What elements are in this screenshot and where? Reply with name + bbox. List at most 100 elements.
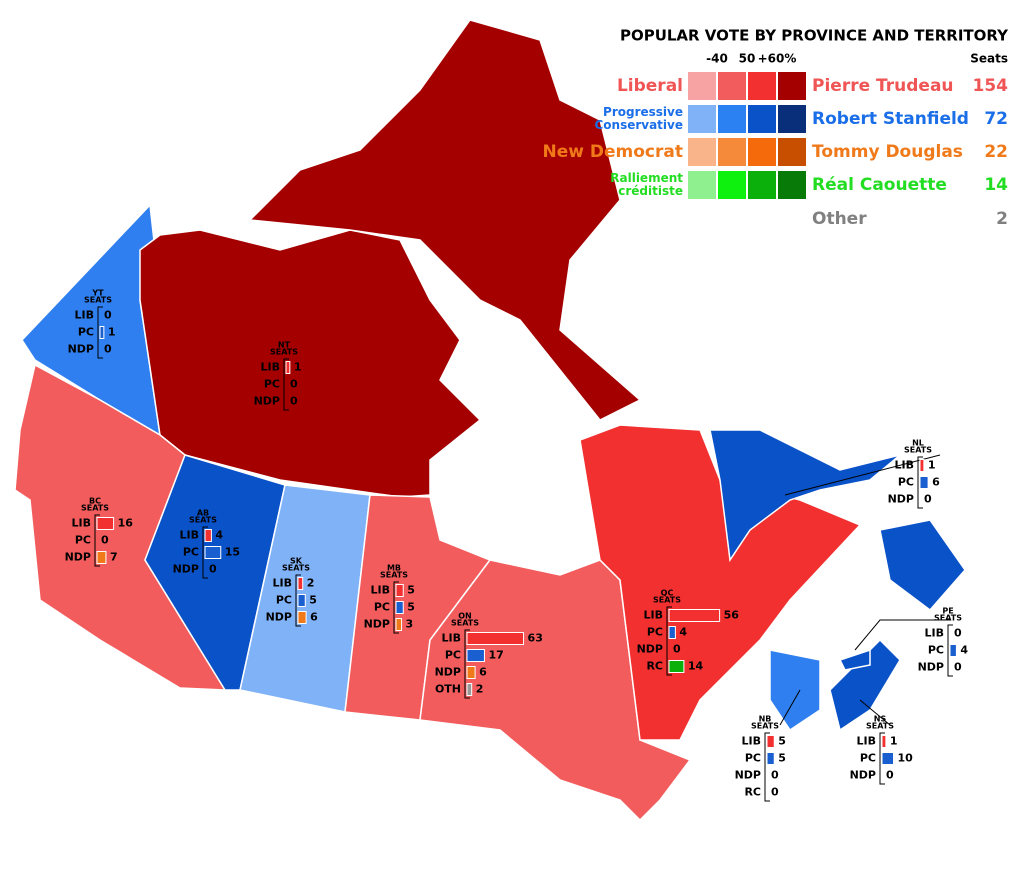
party-code: LIB (273, 577, 293, 590)
swatch (778, 171, 806, 199)
swatch (718, 138, 746, 166)
leader-lines (779, 454, 950, 726)
party-code: LIB (442, 632, 462, 645)
region-nl-island (879, 519, 966, 612)
seat-bar (466, 649, 485, 662)
bracket (202, 526, 208, 579)
bracket (97, 306, 103, 359)
seat-bar (949, 644, 957, 657)
seat-count: 3 (406, 618, 414, 631)
bracket (947, 624, 953, 677)
seat-bar (285, 361, 291, 374)
seat-count: 0 (924, 493, 932, 506)
swatch (778, 105, 806, 133)
seat-count: 6 (310, 611, 318, 624)
party-name: Liberal (617, 76, 683, 96)
party-code: LIB (75, 309, 95, 322)
seat-bar (466, 683, 473, 696)
seat-bar (99, 326, 105, 339)
party-code: NDP (850, 769, 876, 782)
seat-count: 10 (898, 752, 914, 765)
party-code: PC (276, 594, 292, 607)
region-code: QC (661, 589, 674, 598)
swatch (748, 72, 776, 100)
seat-count: 17 (488, 649, 503, 662)
seat-count: 7 (110, 551, 118, 564)
party-code: NDP (68, 343, 94, 356)
party-code: LIB (644, 609, 664, 622)
seat-bar (395, 584, 404, 597)
party-code: NDP (364, 618, 390, 631)
seat-count: 0 (673, 643, 681, 656)
seats-label: SEATS (451, 619, 479, 628)
party-code: NDP (266, 611, 292, 624)
seat-bar (204, 546, 222, 559)
bracket (393, 581, 399, 634)
bracket (94, 514, 100, 567)
party-code: RC (744, 786, 761, 799)
party-code: NDP (637, 643, 663, 656)
party-code: LIB (72, 517, 92, 530)
swatch (688, 171, 716, 199)
region-code: SK (290, 557, 303, 566)
seat-count: 4 (960, 644, 968, 657)
seat-count: 0 (290, 378, 298, 391)
bracket (879, 732, 885, 785)
region-code: NL (912, 439, 924, 448)
party-code: PC (374, 601, 390, 614)
seat-bar (96, 551, 107, 564)
swatch (718, 171, 746, 199)
seat-count: 1 (890, 735, 898, 748)
leader-line (854, 619, 950, 651)
seat-count: 63 (528, 632, 543, 645)
region-nl (709, 429, 901, 563)
party-code: LIB (261, 361, 281, 374)
scale-label: 50 (739, 52, 756, 66)
party-seats: 154 (973, 76, 1009, 96)
party-code: OTH (435, 683, 461, 696)
leader-line (779, 689, 801, 726)
seat-count: 0 (954, 661, 962, 674)
party-code: LIB (371, 584, 391, 597)
seat-bar (766, 752, 775, 765)
seat-count: 5 (778, 752, 786, 765)
seats-label: SEATS (270, 348, 298, 357)
leader-name: Réal Caouette (812, 175, 947, 195)
seat-bar (297, 594, 306, 607)
region-pe (838, 648, 871, 671)
party-code: LIB (925, 627, 945, 640)
other-name: Other (812, 209, 867, 229)
seat-count: 0 (771, 786, 779, 799)
swatch (688, 138, 716, 166)
seat-bar (466, 632, 525, 645)
seat-bar (668, 609, 721, 622)
swatch (688, 72, 716, 100)
party-code: NDP (735, 769, 761, 782)
region-qc (579, 424, 862, 741)
seats-label: SEATS (653, 596, 681, 605)
swatch (718, 72, 746, 100)
party-name: Ralliement créditiste (610, 171, 683, 198)
region-code: ON (458, 612, 472, 621)
swatch (778, 138, 806, 166)
seat-count: 16 (118, 517, 134, 530)
seat-count: 6 (932, 476, 940, 489)
party-code: NDP (435, 666, 461, 679)
other-seats: 2 (996, 209, 1008, 229)
bracket (295, 574, 301, 627)
region-code: MB (387, 564, 401, 573)
seat-count: 0 (954, 627, 962, 640)
leader-name: Robert Stanfield (812, 109, 969, 129)
bracket (464, 629, 470, 699)
party-seats: 14 (984, 175, 1008, 195)
swatch (748, 138, 776, 166)
leader-name: Pierre Trudeau (812, 76, 954, 96)
seat-bar (297, 577, 304, 590)
seats-label: SEATS (866, 722, 894, 731)
seat-bar (919, 476, 929, 489)
seat-bar (395, 601, 404, 614)
seat-count: 0 (771, 769, 779, 782)
swatch (688, 105, 716, 133)
seats-heading: Seats (970, 52, 1008, 66)
swatch (718, 105, 746, 133)
